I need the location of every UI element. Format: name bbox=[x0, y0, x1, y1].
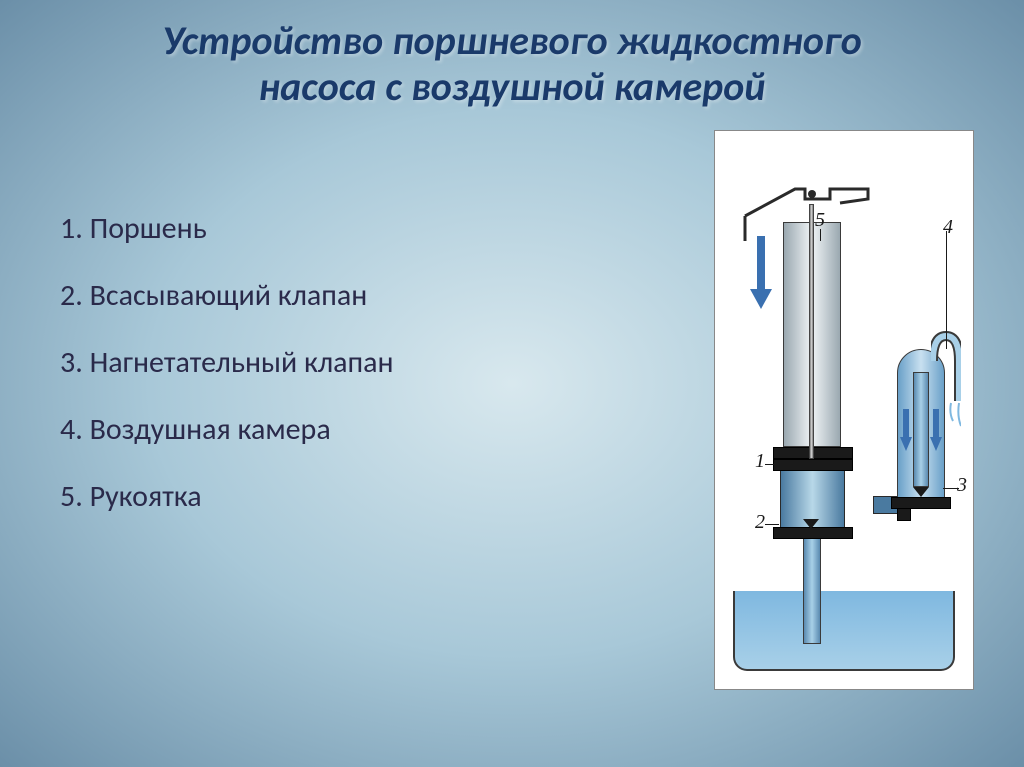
item-label: Нагнетательный клапан bbox=[90, 344, 394, 381]
discharge-valve bbox=[913, 487, 929, 497]
suction-valve bbox=[803, 519, 819, 529]
flange bbox=[891, 497, 951, 509]
motion-arrow-icon bbox=[757, 236, 765, 291]
lead-line bbox=[946, 231, 947, 349]
list-item: 2. Всасывающий клапан bbox=[60, 277, 714, 314]
label-3: 3 bbox=[957, 474, 967, 497]
flow-arrow-icon bbox=[900, 437, 912, 451]
flow-arrow-icon bbox=[930, 437, 942, 451]
list-item: 1. Поршень bbox=[60, 210, 714, 247]
label-4: 4 bbox=[943, 216, 953, 239]
item-number: 4. bbox=[60, 411, 83, 448]
motion-arrow-icon bbox=[750, 289, 772, 309]
content-area: 1. Поршень 2. Всасывающий клапан 3. Нагн… bbox=[0, 110, 1024, 690]
item-number: 3. bbox=[60, 344, 83, 381]
label-1: 1 bbox=[755, 450, 765, 473]
item-label: Рукоятка bbox=[90, 478, 202, 515]
lead-line bbox=[943, 488, 959, 489]
item-number: 2. bbox=[60, 277, 83, 314]
list-item: 4. Воздушная камера bbox=[60, 411, 714, 448]
lead-line bbox=[820, 229, 821, 241]
flow-arrow-icon bbox=[903, 409, 909, 439]
title-line-2: насоса с воздушной камерой bbox=[60, 64, 964, 110]
lead-line bbox=[765, 464, 779, 465]
item-label: Поршень bbox=[90, 210, 207, 247]
lead-line bbox=[765, 524, 779, 525]
item-number: 1. bbox=[60, 210, 83, 247]
parts-list: 1. Поршень 2. Всасывающий клапан 3. Нагн… bbox=[60, 140, 714, 690]
suction-pipe bbox=[803, 534, 821, 644]
list-item: 5. Рукоятка bbox=[60, 478, 714, 515]
title-line-1: Устройство поршневого жидкостного bbox=[60, 18, 964, 64]
item-label: Воздушная камера bbox=[90, 411, 331, 448]
pump-diagram: 5 4 1 2 3 bbox=[714, 130, 974, 690]
item-number: 5. bbox=[60, 478, 83, 515]
label-2: 2 bbox=[755, 511, 765, 534]
slide-title: Устройство поршневого жидкостного насоса… bbox=[0, 0, 1024, 110]
flange-piston bbox=[773, 459, 853, 471]
air-chamber-inner-pipe bbox=[913, 372, 929, 487]
list-item: 3. Нагнетательный клапан bbox=[60, 344, 714, 381]
item-label: Всасывающий клапан bbox=[90, 277, 368, 314]
water-tank bbox=[733, 591, 955, 671]
